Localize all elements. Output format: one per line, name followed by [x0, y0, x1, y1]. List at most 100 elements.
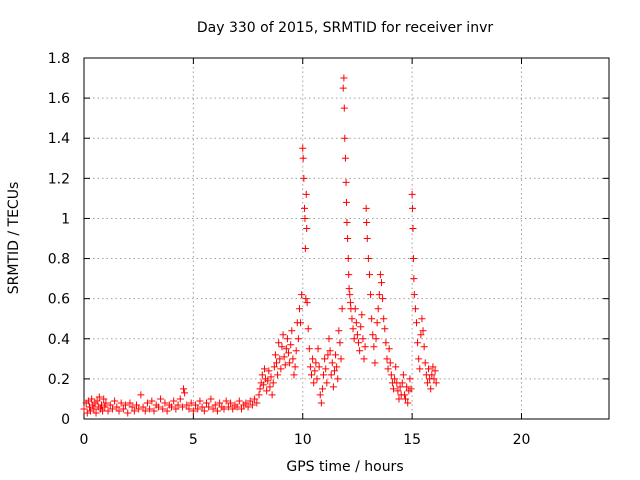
data-point — [363, 235, 371, 242]
data-point — [349, 325, 357, 333]
data-point — [143, 399, 151, 407]
data-point — [400, 391, 408, 399]
data-point — [299, 144, 307, 152]
data-point — [100, 395, 108, 403]
data-point — [133, 401, 140, 409]
data-point — [370, 343, 378, 351]
data-point — [297, 319, 305, 327]
data-point — [367, 291, 375, 299]
data-point — [379, 295, 387, 303]
data-point — [403, 383, 411, 391]
data-point — [378, 279, 385, 287]
y-tick-label: 1.6 — [48, 91, 70, 107]
data-point — [310, 379, 318, 387]
data-point — [343, 218, 351, 226]
data-point — [224, 403, 232, 411]
data-point — [216, 399, 224, 407]
data-point — [413, 319, 420, 327]
data-point — [270, 363, 278, 371]
data-point — [369, 331, 377, 339]
data-point — [315, 363, 323, 371]
data-point — [159, 405, 167, 413]
data-point — [396, 383, 404, 391]
data-point — [288, 327, 296, 335]
data-point — [200, 407, 208, 415]
data-point — [415, 355, 423, 363]
data-point — [227, 399, 235, 407]
data-point — [421, 359, 429, 367]
data-point — [382, 339, 390, 347]
data-point — [286, 359, 294, 367]
data-point — [409, 255, 417, 263]
data-point — [256, 385, 264, 393]
data-point — [258, 371, 266, 379]
data-point — [390, 385, 398, 393]
data-point — [88, 395, 96, 403]
data-point — [351, 305, 359, 313]
data-point — [408, 190, 416, 198]
data-point — [301, 204, 308, 212]
data-point — [198, 403, 206, 411]
data-point — [321, 355, 329, 363]
data-point — [194, 405, 202, 413]
data-point — [410, 291, 418, 299]
data-point — [327, 371, 335, 379]
data-point — [137, 391, 145, 399]
data-point — [277, 365, 285, 373]
data-points — [80, 74, 440, 417]
data-point — [418, 315, 426, 323]
data-point — [183, 401, 191, 409]
data-point — [357, 323, 365, 331]
data-point — [271, 351, 279, 359]
data-point — [128, 403, 136, 411]
data-point — [323, 379, 331, 387]
data-point — [392, 363, 400, 371]
data-point — [259, 381, 267, 389]
data-point — [302, 190, 310, 198]
data-point — [313, 375, 321, 383]
data-point — [267, 373, 275, 381]
data-point — [172, 405, 180, 413]
data-point — [383, 355, 391, 363]
data-point — [244, 403, 252, 411]
x-tick-label: 15 — [403, 432, 421, 448]
data-point — [343, 198, 350, 206]
data-point — [306, 363, 314, 371]
data-point — [303, 299, 311, 307]
data-point — [395, 395, 403, 403]
data-point — [280, 353, 288, 361]
x-tick-label: 20 — [513, 432, 531, 448]
data-point — [364, 255, 372, 263]
x-tick-label: 0 — [80, 432, 89, 448]
data-point — [176, 395, 184, 403]
data-point — [189, 407, 197, 415]
data-point — [312, 359, 320, 367]
y-tick-label: 1.2 — [48, 171, 70, 187]
data-point — [178, 403, 186, 411]
data-point — [336, 339, 344, 347]
data-point — [253, 399, 261, 407]
data-point — [406, 375, 414, 383]
data-point — [430, 375, 438, 383]
data-point — [203, 399, 210, 407]
data-point — [375, 291, 383, 299]
x-axis-label: GPS time / hours — [286, 459, 403, 475]
data-point — [352, 319, 360, 327]
data-point — [181, 389, 189, 397]
data-point — [341, 134, 349, 142]
data-point — [274, 371, 282, 379]
data-point — [334, 375, 342, 383]
data-point — [148, 397, 156, 405]
data-point — [414, 339, 422, 347]
data-point — [90, 405, 98, 413]
y-tick-label: 0.8 — [48, 252, 70, 268]
data-point — [404, 399, 412, 407]
data-point — [104, 407, 112, 415]
data-point — [373, 319, 381, 327]
data-point — [344, 235, 352, 242]
data-point — [385, 345, 393, 353]
data-point — [353, 331, 361, 339]
data-point — [301, 245, 309, 253]
data-point — [308, 371, 315, 379]
